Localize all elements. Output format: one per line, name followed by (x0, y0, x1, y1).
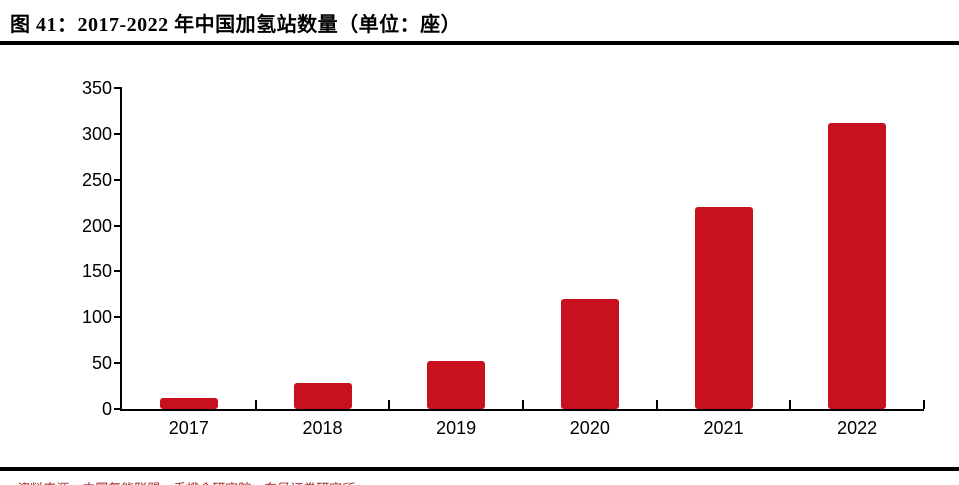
y-tick-mark (114, 270, 122, 273)
x-axis-label: 2022 (837, 418, 878, 438)
y-axis-label: 200 (81, 215, 112, 236)
y-tick-mark (114, 316, 122, 319)
x-axis-label: 2021 (703, 418, 744, 438)
bar (560, 298, 619, 409)
y-axis-label: 300 (81, 123, 112, 144)
title-divider-rule (0, 41, 959, 45)
source-note: 资料来源：中国氢能联盟，香橙会研究院，东吴证券研究所 (15, 478, 353, 485)
x-tick-mark (522, 400, 524, 409)
y-axis-label: 50 (91, 353, 112, 374)
y-axis-label: 150 (81, 261, 112, 282)
y-axis-label: 350 (81, 78, 112, 98)
y-tick-mark (114, 87, 122, 89)
x-axis-label: 2018 (302, 418, 343, 438)
y-tick-mark (114, 178, 122, 181)
x-tick-mark (655, 400, 658, 409)
plot-area: 0 50 100 150 200 250 300 350 2017 2018 2019 2020 202… (82, 78, 925, 438)
y-axis-label: 250 (81, 169, 112, 190)
bar (828, 122, 887, 409)
y-tick-mark (114, 132, 122, 135)
bottom-divider-rule (0, 467, 959, 471)
bar (427, 361, 486, 409)
bar-chart: 0 50 100 150 200 250 300 350 2017 2018 2019 2020 202… (0, 46, 959, 456)
bar (159, 398, 218, 409)
x-tick-mark (254, 400, 257, 409)
x-axis-label: 2020 (569, 418, 610, 438)
figure-title: 图 41：2017-2022 年中国加氢站数量（单位：座） (10, 14, 462, 36)
y-tick-mark (114, 224, 122, 227)
bar (293, 383, 352, 409)
x-axis-label: 2019 (436, 418, 477, 438)
x-tick-mark (388, 400, 391, 409)
y-tick-mark (114, 362, 122, 365)
y-axis-label: 0 (101, 399, 112, 419)
x-tick-mark (789, 400, 792, 409)
bar (694, 207, 753, 409)
y-axis-label: 100 (81, 307, 112, 328)
y-tick-mark (114, 408, 122, 410)
x-tick-mark (923, 400, 925, 409)
x-axis-label: 2017 (168, 418, 209, 438)
